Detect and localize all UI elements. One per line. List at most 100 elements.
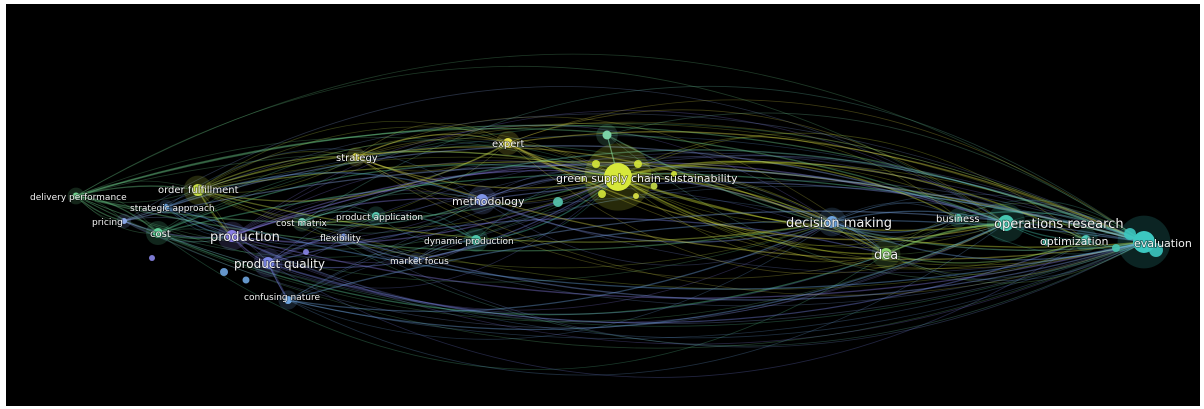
node-label-order: order fulfillment [158,185,239,196]
network-link [75,195,125,222]
network-link [287,219,1145,301]
network-node-top-node[interactable] [602,130,612,140]
network-link [301,199,483,234]
network-link [415,239,477,261]
network-link [831,210,1007,224]
network-node-strategy[interactable] [352,153,360,161]
network-link [617,176,1087,270]
network-link [197,150,619,191]
network-link [831,202,959,223]
network-node-flexibility[interactable] [340,233,348,241]
network-link [355,121,1145,243]
network-link [301,205,377,223]
network-link [123,220,1145,324]
node-label-confusing-nature: confusing nature [244,293,320,303]
network-link [197,151,357,191]
network-link [75,65,1007,224]
node-label-evaluation: evaluation [1134,237,1192,250]
network-link [165,206,1145,290]
network-link [231,197,483,237]
network-node-strategic-approach[interactable] [163,204,169,210]
network-node-order[interactable] [192,184,204,196]
network-link [123,220,233,243]
network-link [617,176,833,224]
network-node-production[interactable] [226,230,238,242]
network-link [355,156,887,279]
network-node-market-focus[interactable] [413,257,419,263]
network-link [267,236,345,264]
cluster-node[interactable] [220,268,228,276]
network-canvas: delivery performance order fulfillment str… [29,53,1193,378]
network-link [267,235,345,264]
node-label-product-quality: product quality [234,257,325,271]
network-node-confusing-nature[interactable] [284,296,292,304]
network-link [197,126,619,191]
network-node-product-quality[interactable] [262,257,274,269]
network-link [481,167,833,223]
network-node-pricing[interactable] [121,218,127,224]
cluster-node[interactable] [650,182,658,190]
cluster-node[interactable] [592,160,600,168]
network-link [197,142,509,202]
network-link [885,202,1145,255]
label-layer: delivery performance order fulfillment str… [29,138,1192,304]
network-link [1005,222,1145,249]
network-link [287,185,1145,301]
cluster-node[interactable] [671,171,677,177]
network-link [415,238,477,261]
node-label-sustainability: green supply chain sustainability [556,172,738,185]
cluster-node[interactable] [553,197,563,207]
network-link [157,163,619,234]
network-link [415,210,1145,261]
cluster-node[interactable] [598,190,606,198]
network-link [481,181,1145,243]
network-link [415,239,477,261]
network-node-dynamic-production[interactable] [471,235,481,245]
network-node-dea[interactable] [880,248,892,260]
network-node-business[interactable] [954,214,962,222]
cluster-node[interactable] [579,176,585,182]
network-link [475,176,619,241]
cluster-node[interactable] [1112,244,1120,252]
network-link [75,189,199,203]
network-link [287,222,1007,331]
cluster-node[interactable] [633,193,639,199]
cluster-node[interactable] [1042,238,1050,246]
network-link [355,142,509,172]
network-node-product-application[interactable] [372,212,380,220]
network-link [197,160,1145,243]
network-node-delivery[interactable] [72,192,80,200]
network-link [165,172,483,208]
network-node-cost-matrix[interactable] [298,218,306,226]
cluster-node[interactable] [634,160,642,168]
cluster-node[interactable] [149,255,155,261]
cluster-node[interactable] [1124,228,1136,240]
network-link [885,222,1007,255]
network-node-cost[interactable] [153,228,163,238]
network-link [831,202,1007,224]
network-link [287,222,1007,376]
node-label-optimization: optimization [1040,235,1108,248]
node-label-dynamic-production: dynamic production [424,237,514,247]
network-link [267,162,619,264]
node-label-business: business [936,214,980,225]
network-link [507,131,1145,243]
network-node-decision-making[interactable] [826,216,838,228]
network-link [343,236,417,261]
network-node-sustainability[interactable] [604,163,632,191]
network-link [481,199,833,266]
network-link [885,222,1007,255]
cluster-node[interactable] [303,249,309,255]
node-label-delivery: delivery performance [30,193,127,203]
network-link [606,134,1145,280]
network-node-operations-research[interactable] [998,215,1014,231]
network-node-optimization[interactable] [1081,235,1091,245]
network-link [123,86,1007,224]
network-link [481,170,619,201]
network-node-methodology[interactable] [476,194,488,206]
network-node-expert[interactable] [503,138,513,148]
network-link [355,156,619,189]
cluster-node[interactable] [1149,243,1163,257]
network-link [355,116,887,255]
cluster-node[interactable] [242,276,250,284]
